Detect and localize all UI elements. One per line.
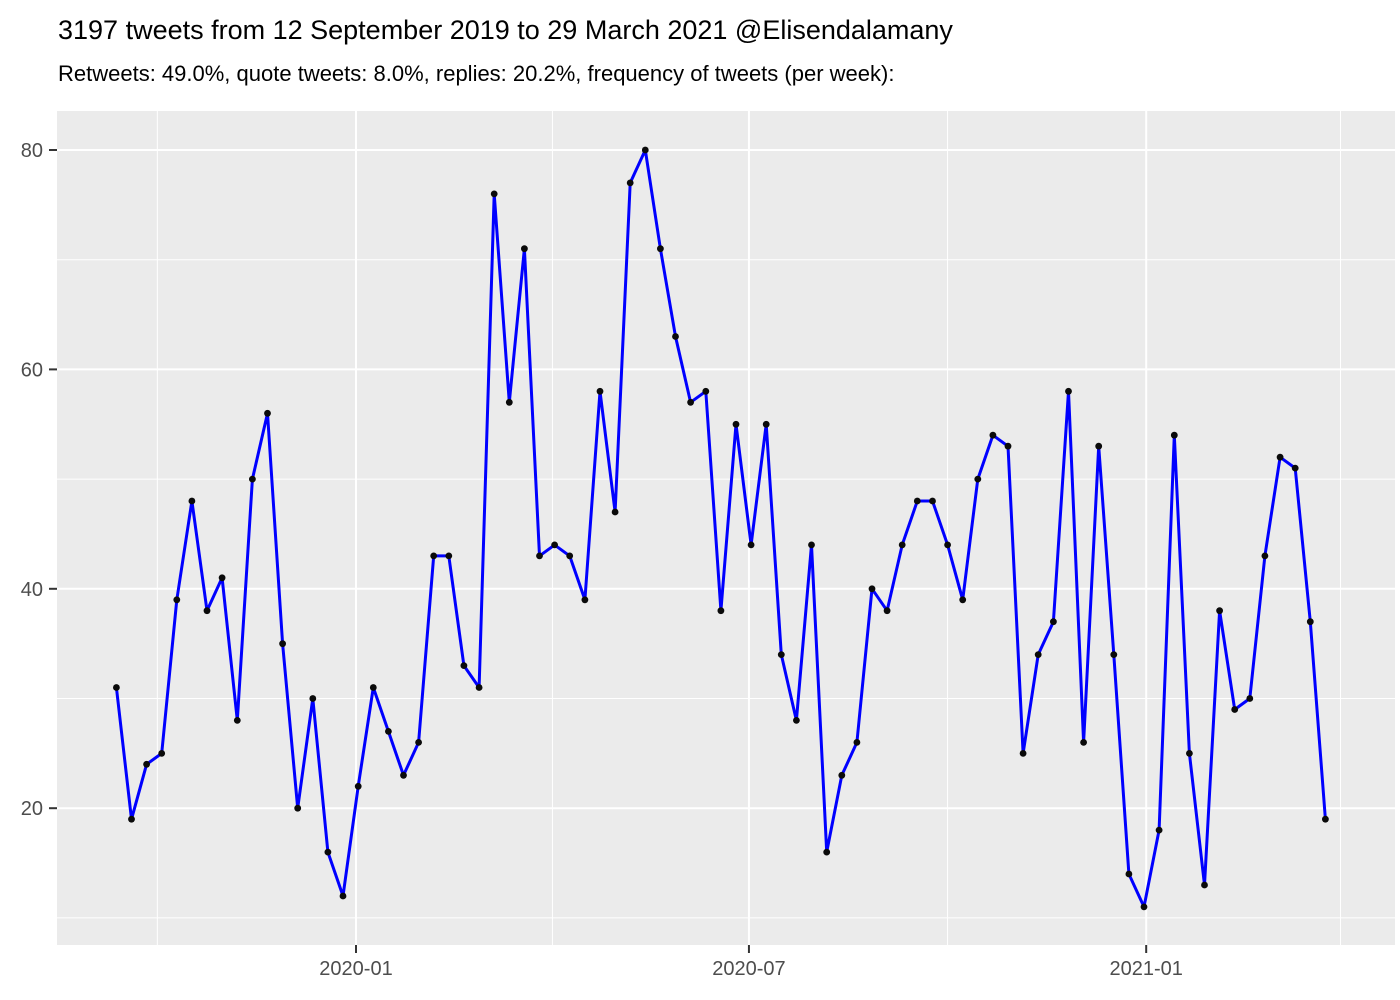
data-point	[657, 245, 664, 253]
data-point	[611, 508, 619, 516]
y-axis-tick-label: 80	[21, 140, 43, 162]
y-axis-tick-label: 20	[21, 798, 43, 820]
data-point	[1216, 607, 1223, 615]
data-point	[1125, 870, 1133, 878]
data-point	[1095, 442, 1103, 450]
data-point	[475, 684, 483, 691]
data-point	[113, 684, 120, 691]
y-axis-tick-label: 60	[21, 359, 43, 381]
data-point	[853, 739, 861, 746]
data-point	[641, 146, 649, 154]
data-point	[354, 782, 362, 790]
data-point	[445, 552, 453, 560]
data-point	[777, 651, 785, 658]
data-point	[1231, 706, 1239, 713]
data-point	[264, 409, 271, 417]
data-point	[400, 771, 407, 779]
data-point	[324, 848, 332, 856]
data-point	[974, 475, 982, 483]
data-point	[883, 607, 891, 615]
data-point	[944, 541, 951, 549]
data-point	[218, 574, 226, 582]
data-point	[1201, 881, 1208, 889]
data-point	[1004, 442, 1012, 450]
data-point	[898, 541, 906, 549]
data-point	[203, 607, 211, 615]
data-point	[1080, 739, 1087, 746]
data-point	[1050, 618, 1057, 626]
data-point	[672, 333, 679, 340]
data-point	[294, 804, 302, 812]
data-point	[249, 475, 256, 483]
data-point	[143, 760, 151, 768]
data-point	[959, 596, 967, 604]
data-point	[913, 497, 921, 505]
data-point	[762, 420, 770, 428]
data-point	[566, 552, 574, 560]
data-point	[581, 596, 589, 604]
data-point	[1291, 464, 1299, 472]
data-point	[1261, 552, 1269, 560]
data-point	[128, 815, 135, 823]
data-point	[868, 585, 876, 593]
data-point	[1065, 387, 1072, 395]
data-point	[1306, 618, 1314, 626]
data-point	[717, 607, 725, 615]
data-point	[687, 398, 694, 406]
data-point	[626, 179, 634, 187]
chart-subtitle: Retweets: 49.0%, quote tweets: 8.0%, rep…	[58, 61, 895, 86]
data-point	[385, 728, 392, 735]
data-point	[808, 541, 815, 549]
data-point	[430, 552, 438, 560]
data-point	[1019, 750, 1027, 757]
data-point	[596, 387, 604, 395]
data-point	[1170, 431, 1178, 439]
data-point	[702, 387, 710, 395]
data-point	[521, 245, 528, 253]
data-point	[1110, 651, 1118, 658]
data-point	[536, 552, 543, 560]
chart-title: 3197 tweets from 12 September 2019 to 29…	[58, 15, 953, 45]
data-point	[339, 892, 347, 900]
x-axis-tick-label: 2020-01	[319, 958, 392, 980]
data-point	[460, 662, 468, 669]
data-point	[415, 739, 422, 746]
plot-panel	[57, 111, 1395, 945]
data-point	[309, 695, 317, 702]
data-point	[173, 596, 181, 604]
data-point	[1322, 815, 1329, 823]
data-point	[490, 190, 498, 198]
data-point	[838, 771, 846, 779]
x-axis-tick-label: 2020-07	[712, 958, 785, 980]
data-point	[732, 420, 740, 428]
data-point	[188, 497, 196, 505]
data-point	[551, 541, 558, 549]
data-point	[158, 750, 166, 757]
data-point	[1186, 750, 1193, 757]
data-point	[989, 431, 997, 439]
data-point	[1155, 826, 1163, 834]
data-point	[1034, 651, 1042, 658]
data-point	[369, 684, 377, 691]
data-point	[747, 541, 755, 549]
x-axis-tick-label: 2021-01	[1109, 958, 1182, 980]
data-point	[1246, 695, 1254, 702]
data-point	[1140, 903, 1148, 911]
data-point	[233, 717, 241, 724]
y-axis-tick-label: 40	[21, 579, 43, 601]
data-point	[505, 398, 513, 406]
data-point	[823, 848, 831, 856]
data-point	[1276, 453, 1284, 461]
data-point	[929, 497, 936, 505]
data-point	[793, 717, 800, 724]
data-point	[279, 640, 286, 648]
